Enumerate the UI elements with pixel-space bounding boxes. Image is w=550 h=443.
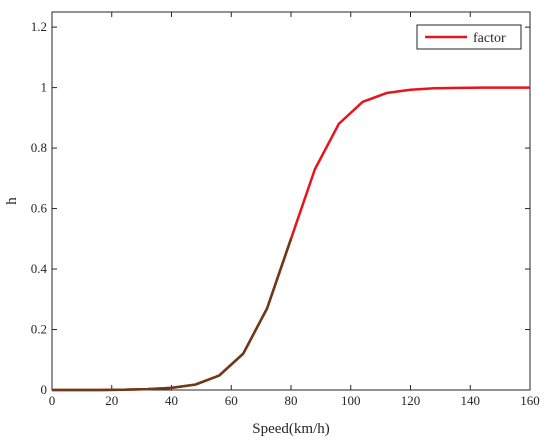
- y-tick-label: 0.2: [31, 322, 47, 337]
- y-tick-label: 0.4: [31, 261, 48, 276]
- series-layer: [52, 86, 530, 392]
- y-axis-title: h: [4, 197, 20, 205]
- x-tick-label: 20: [105, 393, 118, 408]
- x-tick-label: 60: [225, 393, 238, 408]
- x-tick-label: 160: [520, 393, 540, 408]
- y-axis-ticks: 0 0.2 0.4 0.6 0.8 1 1.2: [31, 19, 530, 397]
- x-tick-label: 140: [461, 393, 481, 408]
- plot-area: [51, 11, 531, 391]
- series-line-overlay: [52, 238, 293, 392]
- x-tick-label: 100: [341, 393, 361, 408]
- x-axis-title: Speed(km/h): [252, 421, 329, 437]
- y-tick-label: 0: [41, 382, 48, 397]
- y-tick-label: 1: [41, 80, 48, 95]
- y-tick-label: 0.6: [31, 201, 48, 216]
- x-tick-label: 120: [401, 393, 421, 408]
- x-axis-ticks: 0 20 40 60 80 100 120 140 160: [49, 12, 540, 408]
- x-tick-label: 0: [49, 393, 56, 408]
- x-tick-label: 40: [165, 393, 178, 408]
- y-tick-label: 0.8: [31, 140, 47, 155]
- y-tick-label: 1.2: [31, 19, 47, 34]
- legend-label: factor: [473, 31, 506, 46]
- legend: factor: [416, 24, 522, 50]
- x-tick-label: 80: [285, 393, 298, 408]
